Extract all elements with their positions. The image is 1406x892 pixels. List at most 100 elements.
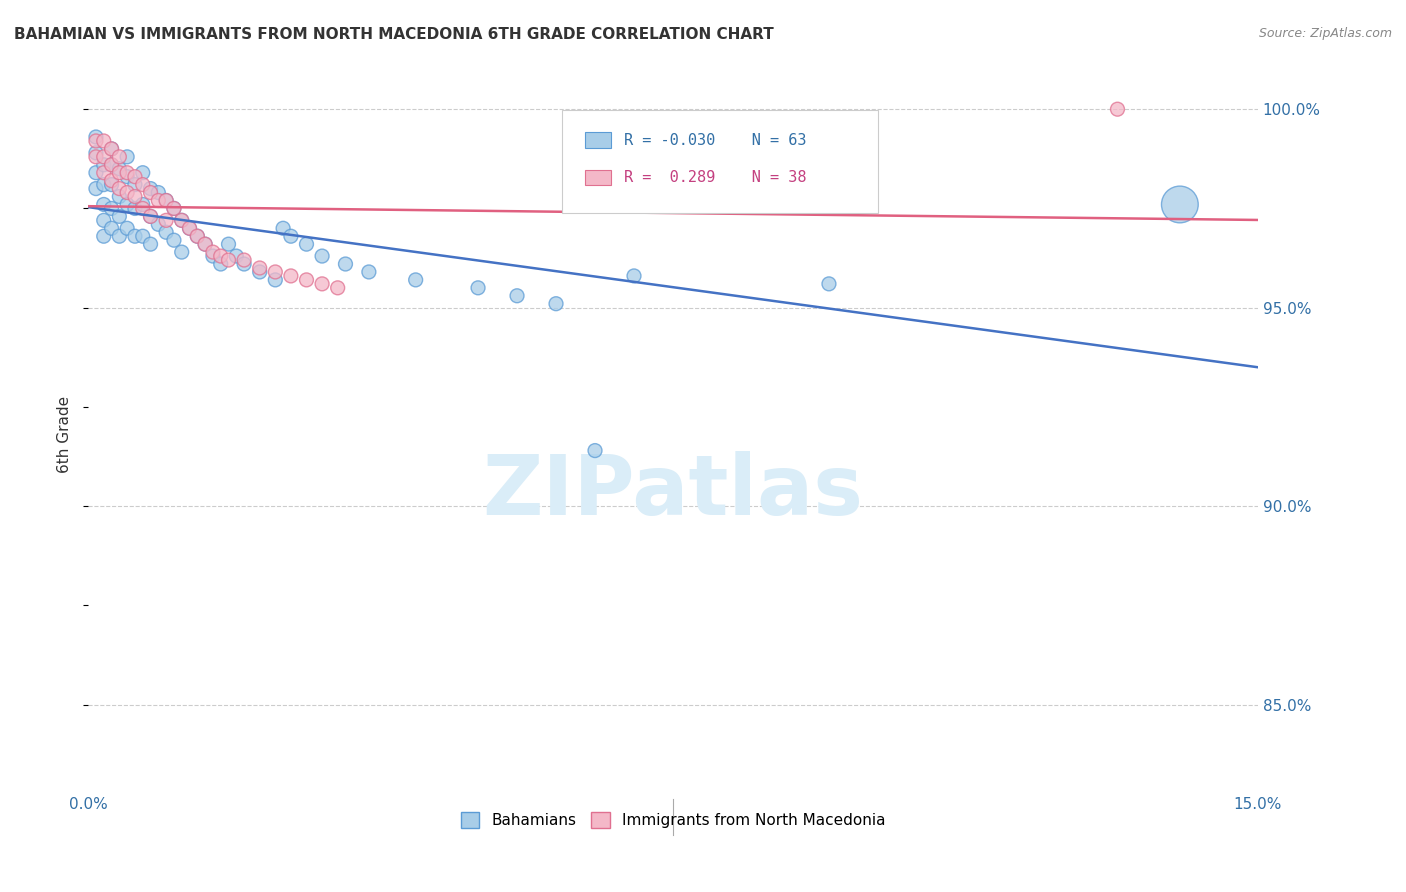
Point xyxy=(132,178,155,192)
Point xyxy=(155,194,177,208)
Point xyxy=(623,268,645,283)
Text: BAHAMIAN VS IMMIGRANTS FROM NORTH MACEDONIA 6TH GRADE CORRELATION CHART: BAHAMIAN VS IMMIGRANTS FROM NORTH MACEDO… xyxy=(14,27,773,42)
Point xyxy=(148,217,170,231)
Point xyxy=(186,229,208,244)
Point xyxy=(100,202,122,216)
Point xyxy=(84,145,107,160)
Point xyxy=(818,277,841,291)
Point xyxy=(295,237,318,252)
Point xyxy=(100,158,122,172)
Point xyxy=(405,273,427,287)
Point xyxy=(170,213,193,227)
Point xyxy=(108,210,131,224)
Point xyxy=(132,202,155,216)
Point xyxy=(100,158,122,172)
Point xyxy=(170,213,193,227)
Point xyxy=(467,281,489,295)
Point xyxy=(108,150,131,164)
Point xyxy=(84,181,107,195)
Text: Source: ZipAtlas.com: Source: ZipAtlas.com xyxy=(1258,27,1392,40)
Text: R = -0.030    N = 63: R = -0.030 N = 63 xyxy=(624,133,807,148)
Point xyxy=(124,202,146,216)
Point xyxy=(583,443,606,458)
Point xyxy=(124,178,146,192)
Point xyxy=(155,225,177,239)
Point xyxy=(100,142,122,156)
Point xyxy=(280,229,302,244)
Point xyxy=(93,213,115,227)
Point xyxy=(295,273,318,287)
Point xyxy=(139,210,162,224)
Point xyxy=(100,178,122,192)
Point xyxy=(100,221,122,235)
Point xyxy=(100,174,122,188)
Point xyxy=(124,169,146,184)
Bar xyxy=(585,169,612,186)
Point xyxy=(93,150,115,164)
Text: R =  0.289    N = 38: R = 0.289 N = 38 xyxy=(624,170,807,185)
Point xyxy=(148,186,170,200)
Point xyxy=(115,186,138,200)
Point xyxy=(179,221,201,235)
Point xyxy=(280,268,302,283)
Point xyxy=(139,186,162,200)
Point xyxy=(194,237,217,252)
Y-axis label: 6th Grade: 6th Grade xyxy=(58,396,72,474)
Point xyxy=(194,237,217,252)
Point xyxy=(218,253,240,268)
Point xyxy=(335,257,357,271)
Legend: Bahamians, Immigrants from North Macedonia: Bahamians, Immigrants from North Macedon… xyxy=(454,806,891,834)
Point xyxy=(132,229,155,244)
Point xyxy=(506,289,529,303)
Point xyxy=(115,197,138,211)
Point xyxy=(163,233,186,247)
Point xyxy=(357,265,380,279)
Point xyxy=(115,221,138,235)
Point xyxy=(544,296,567,310)
Point xyxy=(139,210,162,224)
Point xyxy=(108,166,131,180)
Point xyxy=(225,249,247,263)
Point xyxy=(148,194,170,208)
Point xyxy=(264,273,287,287)
Point xyxy=(115,166,138,180)
Point xyxy=(201,245,224,260)
Point xyxy=(139,237,162,252)
Point xyxy=(326,281,349,295)
Point xyxy=(264,265,287,279)
Point xyxy=(84,134,107,148)
Point xyxy=(155,194,177,208)
Point xyxy=(218,237,240,252)
Point xyxy=(124,229,146,244)
Point xyxy=(179,221,201,235)
Point xyxy=(1107,102,1129,116)
Point xyxy=(209,249,232,263)
Point xyxy=(93,178,115,192)
Point xyxy=(233,257,256,271)
Point xyxy=(233,253,256,268)
Point xyxy=(139,181,162,195)
Point xyxy=(271,221,294,235)
Point xyxy=(93,158,115,172)
Point xyxy=(84,130,107,145)
Point xyxy=(124,189,146,203)
Point xyxy=(93,134,115,148)
Point xyxy=(93,229,115,244)
Text: ZIPatlas: ZIPatlas xyxy=(482,451,863,533)
Point xyxy=(93,166,115,180)
Point xyxy=(155,213,177,227)
Point xyxy=(209,257,232,271)
Point xyxy=(108,181,131,195)
Point xyxy=(1168,197,1191,211)
Point xyxy=(108,161,131,176)
FancyBboxPatch shape xyxy=(562,110,877,213)
Point xyxy=(100,142,122,156)
Point xyxy=(132,166,155,180)
Bar xyxy=(585,132,612,148)
Point xyxy=(163,202,186,216)
Point xyxy=(84,150,107,164)
Point xyxy=(84,166,107,180)
Point xyxy=(108,189,131,203)
Point xyxy=(163,202,186,216)
Point xyxy=(115,150,138,164)
